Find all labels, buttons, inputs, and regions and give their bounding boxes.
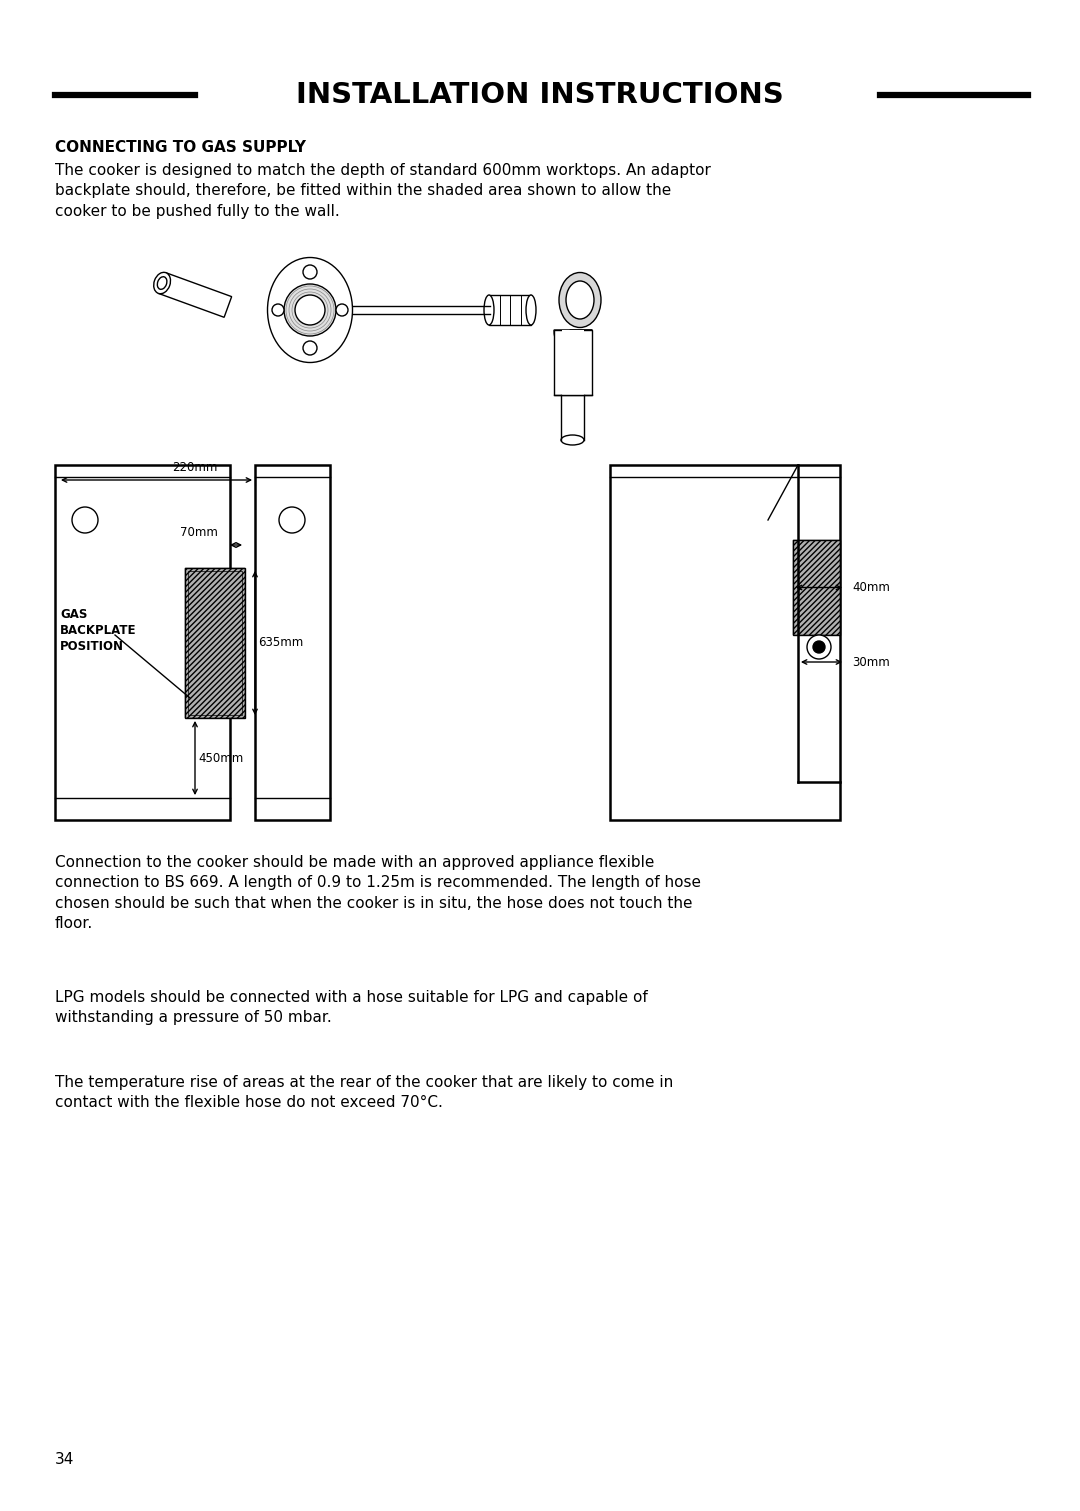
Bar bbox=[185, 568, 245, 718]
Text: The cooker is designed to match the depth of standard 600mm worktops. An adaptor: The cooker is designed to match the dept… bbox=[55, 163, 711, 219]
Text: Connection to the cooker should be made with an approved appliance flexible
conn: Connection to the cooker should be made … bbox=[55, 855, 701, 931]
Polygon shape bbox=[159, 272, 231, 317]
Circle shape bbox=[303, 264, 318, 280]
Wedge shape bbox=[570, 329, 592, 352]
Wedge shape bbox=[554, 329, 592, 369]
Circle shape bbox=[813, 641, 825, 653]
Ellipse shape bbox=[561, 435, 584, 446]
Text: 40mm: 40mm bbox=[852, 582, 890, 594]
Circle shape bbox=[272, 304, 284, 316]
Text: 30mm: 30mm bbox=[852, 656, 890, 668]
Text: INSTALLATION INSTRUCTIONS: INSTALLATION INSTRUCTIONS bbox=[296, 82, 784, 109]
Ellipse shape bbox=[268, 257, 352, 363]
Bar bbox=[793, 539, 840, 635]
Text: GAS
BACKPLATE
POSITION: GAS BACKPLATE POSITION bbox=[60, 607, 136, 653]
Text: 635mm: 635mm bbox=[258, 636, 303, 650]
Bar bbox=[554, 329, 592, 394]
Ellipse shape bbox=[153, 272, 171, 293]
Bar bbox=[185, 568, 245, 718]
Ellipse shape bbox=[484, 295, 494, 325]
Circle shape bbox=[284, 284, 336, 335]
Ellipse shape bbox=[158, 277, 167, 289]
Bar bbox=[562, 329, 584, 394]
Circle shape bbox=[303, 341, 318, 355]
Circle shape bbox=[336, 304, 348, 316]
Bar bbox=[55, 465, 230, 820]
Ellipse shape bbox=[526, 295, 536, 325]
Bar bbox=[255, 465, 330, 820]
Ellipse shape bbox=[559, 272, 600, 328]
Text: LPG models should be connected with a hose suitable for LPG and capable of
withs: LPG models should be connected with a ho… bbox=[55, 990, 648, 1026]
Text: 34: 34 bbox=[55, 1452, 75, 1467]
Text: CONNECTING TO GAS SUPPLY: CONNECTING TO GAS SUPPLY bbox=[55, 141, 306, 156]
Text: The temperature rise of areas at the rear of the cooker that are likely to come : The temperature rise of areas at the rea… bbox=[55, 1074, 673, 1111]
Ellipse shape bbox=[566, 281, 594, 319]
Bar bbox=[489, 295, 531, 325]
Circle shape bbox=[295, 295, 325, 325]
Bar bbox=[610, 465, 840, 820]
Text: 450mm: 450mm bbox=[198, 751, 243, 765]
Bar bbox=[793, 539, 840, 635]
Text: 70mm: 70mm bbox=[180, 526, 218, 539]
Text: 220mm: 220mm bbox=[173, 461, 218, 474]
Bar bbox=[188, 571, 242, 715]
Circle shape bbox=[807, 635, 831, 659]
